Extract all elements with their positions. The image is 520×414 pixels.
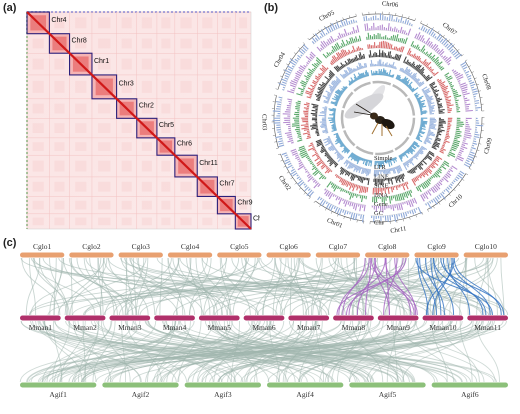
chromosome-label: Mman2 bbox=[73, 323, 97, 332]
chromosome-bar bbox=[118, 252, 163, 258]
chromosome-label: Agif3 bbox=[214, 390, 232, 399]
chromosome-label: Mman1 bbox=[29, 323, 53, 332]
circos-track-label: Gene bbox=[374, 201, 388, 208]
circos-track-label: Chr bbox=[374, 219, 385, 226]
chromosome-bar bbox=[109, 315, 151, 321]
circos-chr-label: Chr06 bbox=[382, 0, 400, 9]
chromosome-bar bbox=[167, 252, 213, 258]
chromosome-label: Mman5 bbox=[208, 323, 232, 332]
heatmap-chr-label: Chr5 bbox=[159, 122, 174, 129]
chromosome-bar bbox=[315, 252, 361, 258]
chromosome-bar bbox=[267, 382, 344, 388]
circos-track-label: DNA bbox=[374, 192, 388, 199]
chromosome-bar bbox=[243, 315, 285, 321]
chromosome-bar bbox=[69, 252, 114, 258]
heatmap-chr-label: Chr6 bbox=[177, 141, 192, 148]
chromosome-bar bbox=[20, 252, 65, 258]
circos-track-label: Simple bbox=[374, 155, 393, 162]
chromosome-label: Agif5 bbox=[379, 390, 397, 399]
chromosome-label: Mman3 bbox=[118, 323, 142, 332]
chromosome-label: Agif2 bbox=[132, 390, 150, 399]
chromosome-label: Cglo10 bbox=[475, 242, 497, 251]
circos-track-label: GC bbox=[374, 210, 383, 217]
chromosome-bar bbox=[20, 382, 97, 388]
chromosome-label: Mman9 bbox=[387, 323, 411, 332]
heatmap-chr-label: Chr7 bbox=[219, 181, 234, 188]
heatmap-chr-label: Chr1 bbox=[94, 58, 109, 65]
chromosome-label: Mman6 bbox=[252, 323, 276, 332]
circos-track-label: LTR bbox=[374, 164, 386, 171]
heatmap-chr-label: Chr4 bbox=[51, 17, 66, 24]
circos-track-label: LINE bbox=[374, 173, 389, 180]
chromosome-label: Mman8 bbox=[342, 323, 366, 332]
heatmap-chr-label: Chr3 bbox=[119, 81, 134, 88]
heatmap-chr-label: Chr11 bbox=[199, 160, 218, 167]
panel-c-label: (c) bbox=[3, 237, 17, 249]
circos-chr-label: Chr03 bbox=[260, 114, 268, 130]
heatmap-chr-label: Chr9 bbox=[237, 199, 252, 206]
panel-b-label: (b) bbox=[264, 2, 279, 14]
chromosome-label: Mman4 bbox=[163, 323, 187, 332]
chromosome-label: Cglo9 bbox=[427, 242, 446, 251]
chromosome-bar bbox=[154, 315, 195, 321]
chromosome-bar bbox=[333, 315, 374, 321]
chromosome-label: Cglo5 bbox=[230, 242, 249, 251]
heatmap-chr-label: Chr2 bbox=[139, 103, 154, 110]
chromosome-bar bbox=[266, 252, 311, 258]
hic-heatmap: Chr4 Chr8 Chr1 Chr3 Chr2 Chr5 Chr6 Chr11 Chr7 Chr… bbox=[26, 11, 260, 230]
heatmap-chr-label: Chr10 bbox=[253, 216, 260, 223]
chromosome-label: Mman7 bbox=[297, 323, 321, 332]
circos-plot: Chr06Chr07Chr08Chr09Chr10Chr11Chr01Chr02… bbox=[260, 0, 494, 235]
chromosome-label: Cglo1 bbox=[33, 242, 52, 251]
chromosome-label: Cglo3 bbox=[132, 242, 151, 251]
chromosome-bar bbox=[349, 382, 426, 388]
chromosome-bar bbox=[288, 315, 330, 321]
chromosome-label: Cglo7 bbox=[329, 242, 348, 251]
circos-chr-label: Chr09 bbox=[483, 137, 494, 154]
chromosome-bar bbox=[431, 382, 508, 388]
chromosome-bar bbox=[198, 315, 240, 321]
heatmap-chr-label: Chr8 bbox=[72, 37, 87, 44]
chromosome-bar bbox=[184, 382, 261, 388]
chromosome-bar bbox=[463, 252, 508, 258]
chromosome-bar bbox=[64, 315, 106, 321]
wasp-icon bbox=[344, 84, 395, 137]
chromosome-label: Agif6 bbox=[461, 390, 479, 399]
chromosome-label: Mman10 bbox=[429, 323, 456, 332]
chromosome-bar bbox=[422, 315, 464, 321]
chromosome-bar bbox=[365, 252, 410, 258]
chromosome-label: Cglo6 bbox=[279, 242, 298, 251]
chromosome-label: Cglo2 bbox=[82, 242, 101, 251]
chromosome-bar bbox=[414, 252, 459, 258]
circos-chr-label: Chr11 bbox=[390, 225, 407, 235]
circos-chr-label: Chr08 bbox=[480, 73, 492, 91]
chromosome-bar bbox=[217, 252, 262, 258]
chromosome-bar bbox=[102, 382, 179, 388]
chromosome-label: Cglo8 bbox=[378, 242, 397, 251]
chromosome-bar bbox=[377, 315, 419, 321]
circos-track-label: SINE bbox=[374, 183, 388, 190]
chromosome-bar bbox=[20, 315, 61, 321]
chromosome-label: Agif4 bbox=[296, 390, 314, 399]
panel-a-label: (a) bbox=[3, 2, 17, 14]
chromosome-bar bbox=[467, 315, 508, 321]
chromosome-label: Mman11 bbox=[474, 323, 501, 332]
chromosome-label: Cglo4 bbox=[181, 242, 200, 251]
chromosome-label: Agif1 bbox=[49, 390, 67, 399]
